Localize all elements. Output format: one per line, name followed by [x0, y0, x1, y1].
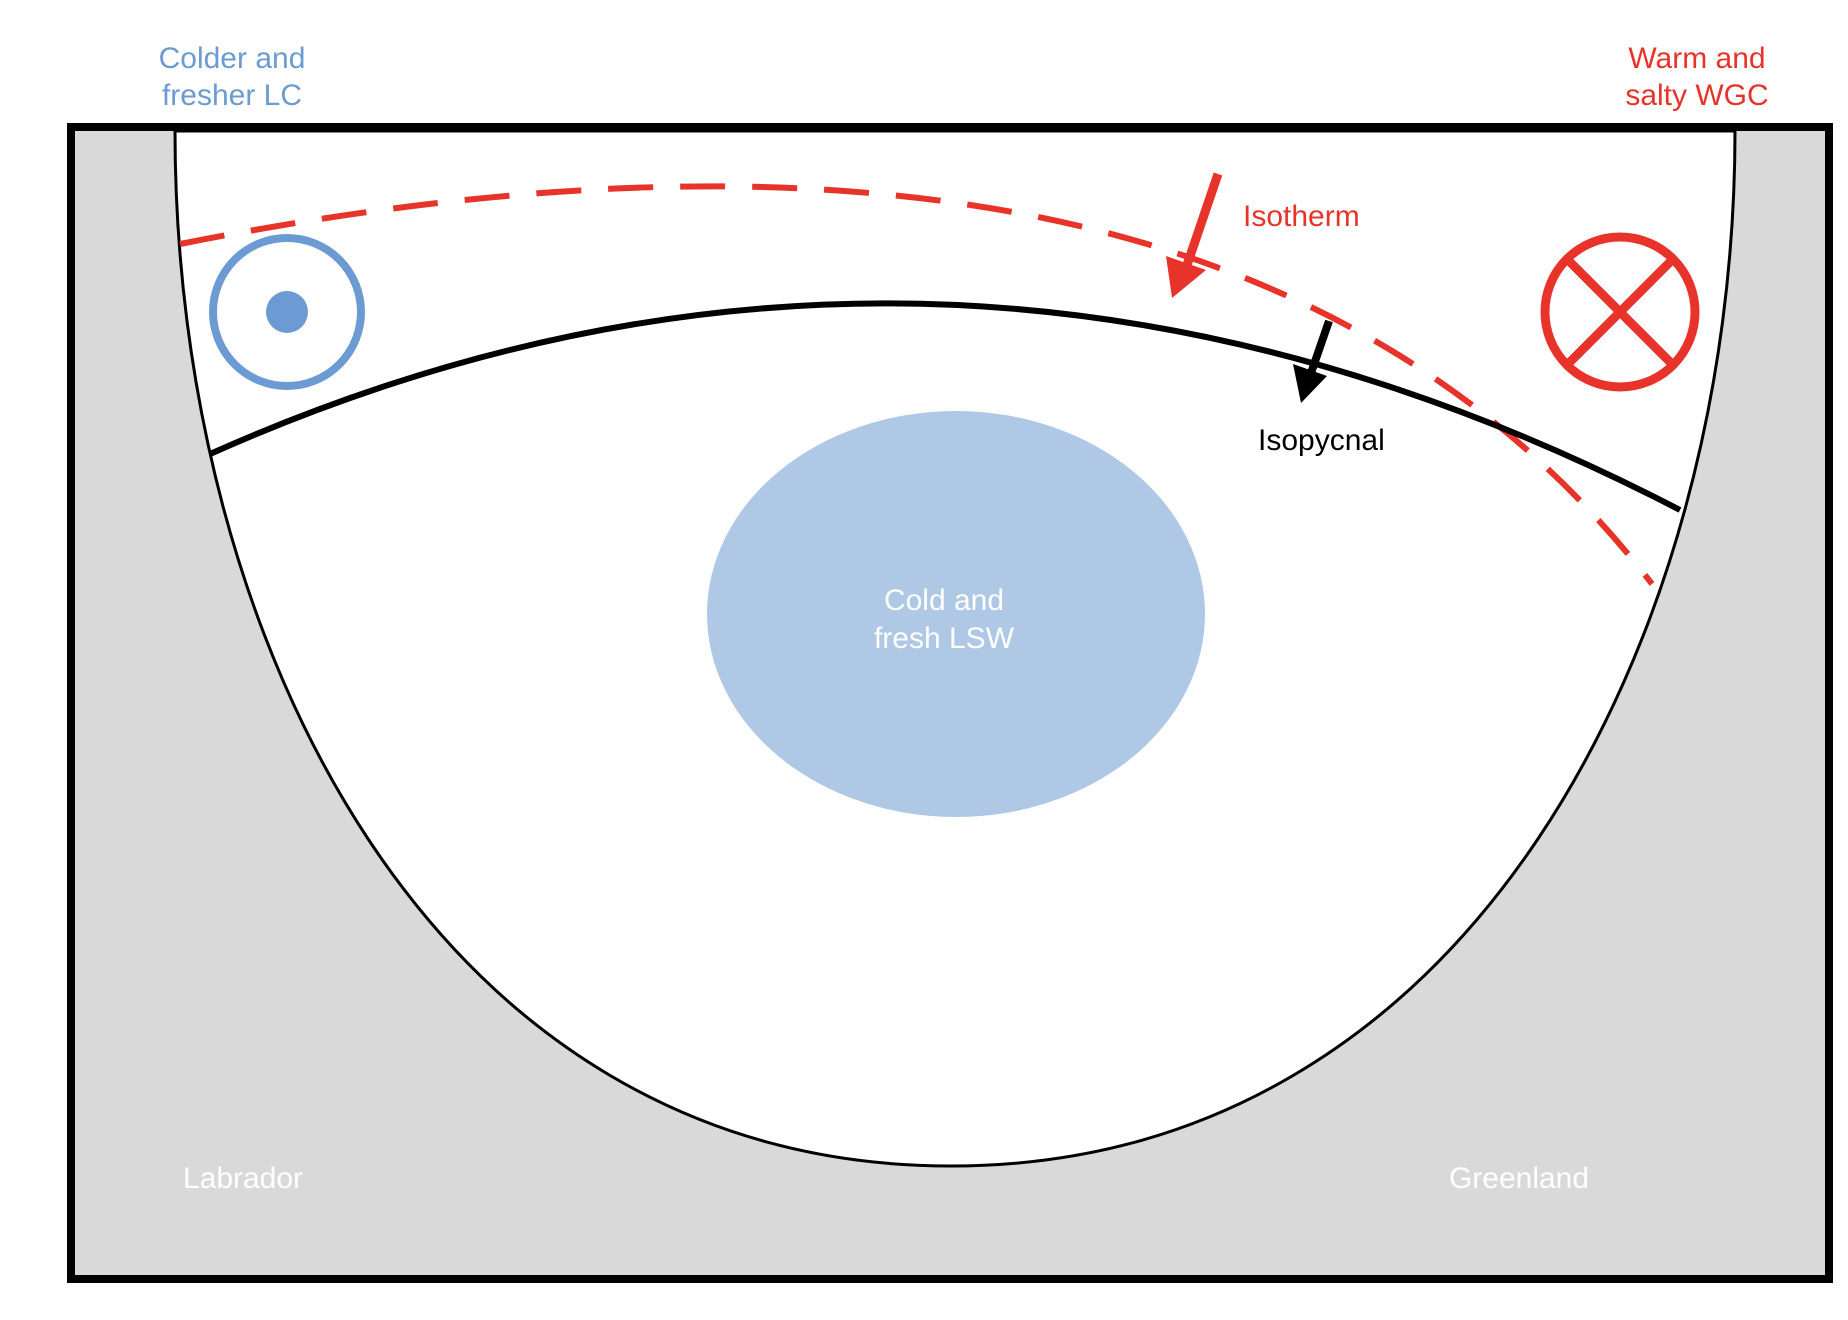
wgc-label-line2: salty WGC: [1625, 79, 1768, 112]
lc-label-line1: Colder and: [159, 42, 306, 75]
lc-out-of-page-icon: [209, 234, 365, 390]
lc-label-line2: fresher LC: [162, 79, 302, 112]
labrador-label: Labrador: [183, 1162, 303, 1195]
lsw-label-line2: fresh LSW: [874, 622, 1015, 655]
lsw-label-line1: Cold and: [884, 584, 1004, 617]
isotherm-line: [179, 183, 1655, 586]
wgc-label-line1: Warm and: [1628, 42, 1765, 75]
isotherm-arrow-icon: [1166, 172, 1223, 298]
isopycnal-label: Isopycnal: [1258, 424, 1385, 457]
isopycnal-arrow-icon: [1293, 319, 1333, 403]
wgc-into-page-icon: [1540, 232, 1700, 392]
lsw-water-mass: [707, 411, 1205, 817]
isotherm-label: Isotherm: [1243, 200, 1360, 233]
frame-border: [67, 123, 1833, 1283]
isopycnal-line: [208, 300, 1682, 513]
greenland-label: Greenland: [1449, 1162, 1589, 1195]
